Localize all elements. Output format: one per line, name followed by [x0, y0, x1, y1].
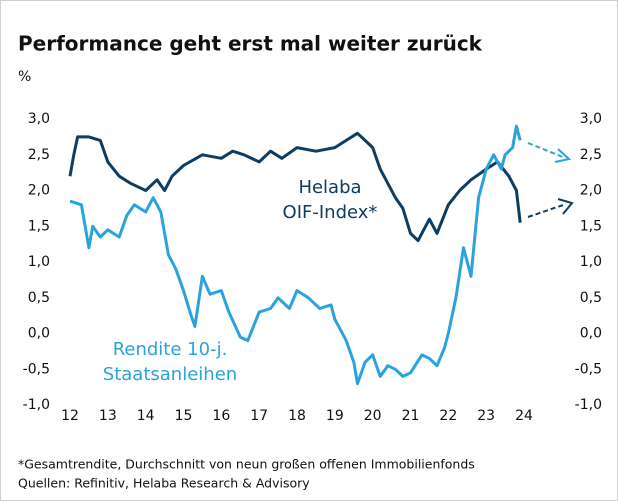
x-tick-label: 14 — [137, 408, 155, 424]
y-tick-label: -0,5 — [23, 361, 50, 377]
y-tick-label: 0,0 — [28, 326, 50, 342]
y2-tick-label: 0,5 — [580, 290, 602, 306]
x-tick-label: 16 — [212, 408, 230, 424]
x-tick-label: 15 — [175, 408, 193, 424]
annotation: Helaba — [298, 177, 361, 198]
x-tick-label: 13 — [99, 408, 117, 424]
x-tick-label: 22 — [439, 408, 457, 424]
series-line — [69, 124, 522, 386]
y-axis-label: % — [18, 69, 31, 85]
x-tick-label: 19 — [326, 408, 344, 424]
x-tick-label: 20 — [364, 408, 382, 424]
x-tick-label: 12 — [61, 408, 79, 424]
y2-tick-label: 3,0 — [580, 111, 602, 127]
x-tick-label: 21 — [402, 408, 420, 424]
chart-title: Performance geht erst mal weiter zurück — [18, 32, 483, 56]
y-tick-label: 2,0 — [28, 183, 50, 199]
x-tick-label: 24 — [515, 408, 533, 424]
y2-tick-label: 1,5 — [580, 218, 602, 234]
footnote: *Gesamtrendite, Durchschnitt von neun gr… — [18, 457, 475, 472]
annotation: Staatsanleihen — [103, 364, 237, 385]
annotation: OIF-Index* — [283, 202, 378, 223]
annotation: Rendite 10-j. — [113, 339, 228, 360]
y-tick-label: 1,5 — [28, 218, 50, 234]
y-tick-label: 3,0 — [28, 111, 50, 127]
y2-tick-label: -0,5 — [575, 361, 602, 377]
y2-tick-label: 2,0 — [580, 183, 602, 199]
y2-tick-label: 0,0 — [580, 326, 602, 342]
x-tick-label: 17 — [250, 408, 268, 424]
y2-tick-label: 1,0 — [580, 254, 602, 270]
y-tick-label: 2,5 — [28, 147, 50, 163]
y-tick-label: 1,0 — [28, 254, 50, 270]
y2-tick-label: -1,0 — [575, 397, 602, 413]
footnote: Quellen: Refinitiv, Helaba Research & Ad… — [18, 476, 310, 491]
y2-tick-label: 2,5 — [580, 147, 602, 163]
x-tick-label: 18 — [288, 408, 306, 424]
y-tick-label: 0,5 — [28, 290, 50, 306]
series-line — [68, 131, 522, 243]
y-tick-label: -1,0 — [23, 397, 50, 413]
x-tick-label: 23 — [477, 408, 495, 424]
arrows — [527, 142, 574, 218]
